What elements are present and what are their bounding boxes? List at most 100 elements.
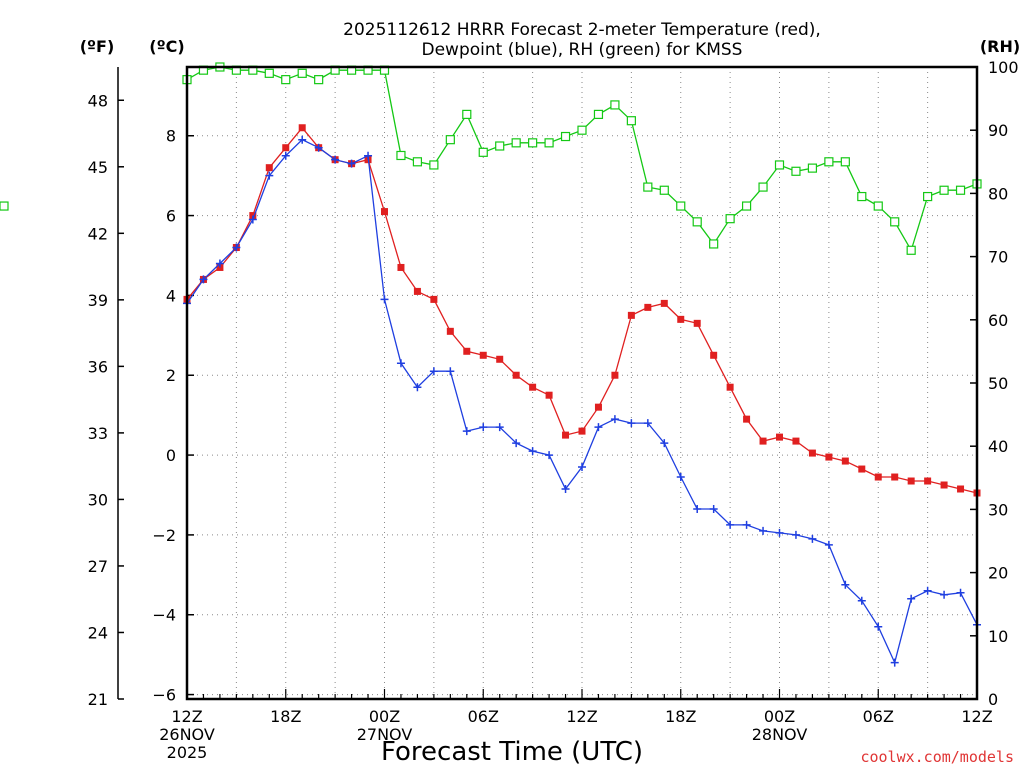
data-point-temperature <box>957 485 965 493</box>
data-point-temperature <box>594 403 602 411</box>
data-point-dewpoint <box>709 504 718 513</box>
data-point-temperature <box>413 287 421 295</box>
data-point-rh <box>560 131 571 142</box>
data-point-dewpoint <box>594 423 603 432</box>
data-point-rh <box>528 138 538 148</box>
data-point-temperature <box>496 355 504 363</box>
title-line-1: 2025112612 HRRR Forecast 2-meter Tempera… <box>343 20 821 40</box>
data-point-dewpoint <box>660 439 669 448</box>
data-point-dewpoint <box>347 159 356 168</box>
data-point-temperature <box>924 477 932 485</box>
data-point-temperature <box>562 431 570 439</box>
data-point-dewpoint <box>232 243 241 252</box>
data-point-dewpoint <box>627 419 636 428</box>
data-point-temperature <box>874 473 882 481</box>
axes: 21242730333639424548−6−4−202468010203040… <box>88 58 1019 762</box>
fahrenheit-tick-label: 48 <box>88 91 108 110</box>
x-tick-label: 18Z <box>270 707 301 726</box>
rh-tick-label: 100 <box>988 58 1019 77</box>
data-point-dewpoint <box>281 151 290 160</box>
data-point-dewpoint <box>561 484 570 493</box>
data-point-rh <box>840 157 850 167</box>
x-tick-label: 06Z <box>863 707 894 726</box>
celsius-unit-label: (ºC) <box>149 37 184 56</box>
celsius-tick-label: 0 <box>166 446 176 465</box>
data-point-temperature <box>726 383 734 391</box>
data-point-rh <box>412 157 423 167</box>
data-point-dewpoint <box>956 588 965 597</box>
data-point-temperature <box>891 473 899 481</box>
fahrenheit-tick-label: 33 <box>88 424 108 443</box>
data-point-rh <box>676 201 686 211</box>
data-point-rh <box>577 125 587 135</box>
data-point-temperature <box>808 449 816 457</box>
data-point-dewpoint <box>446 367 455 376</box>
data-point-temperature <box>265 164 273 172</box>
x-tick-label: 28NOV <box>752 725 808 744</box>
celsius-tick-label: 6 <box>166 207 176 226</box>
data-point-dewpoint <box>314 143 323 152</box>
data-point-rh <box>955 185 966 195</box>
title-line-2: Dewpoint (blue), RH (green) for KMSS <box>422 40 743 60</box>
rh-tick-label: 50 <box>988 374 1008 393</box>
data-point-temperature <box>792 437 800 445</box>
data-point-dewpoint <box>429 367 438 376</box>
series-plus <box>183 135 981 667</box>
data-point-dewpoint <box>923 586 932 595</box>
x-tick-label: 27NOV <box>357 725 413 744</box>
data-point-dewpoint <box>742 520 751 529</box>
rh-tick-label: 70 <box>988 248 1008 267</box>
plot-frame <box>185 65 979 701</box>
data-point-dewpoint <box>545 451 554 460</box>
data-point-temperature <box>907 477 915 485</box>
x-tick-label: 26NOV <box>159 725 215 744</box>
x-tick-label: 12Z <box>566 707 597 726</box>
fahrenheit-tick-label: 27 <box>88 557 108 576</box>
data-point-rh <box>939 185 949 195</box>
series-filled-square <box>183 124 981 497</box>
data-point-temperature <box>759 437 767 445</box>
fahrenheit-tick-label: 45 <box>88 158 108 177</box>
data-point-rh <box>281 75 291 85</box>
celsius-tick-label: 8 <box>166 127 176 146</box>
credit-text: coolwx.com/models <box>860 748 1014 766</box>
data-point-temperature <box>298 124 306 132</box>
data-point-dewpoint <box>907 594 916 603</box>
data-point-dewpoint <box>759 526 768 535</box>
data-point-rh <box>857 191 867 202</box>
fahrenheit-tick-label: 24 <box>88 623 108 642</box>
data-point-dewpoint <box>331 155 340 164</box>
data-point-temperature <box>644 303 652 311</box>
rh-unit-label: (RH) <box>980 37 1020 56</box>
data-point-rh <box>659 185 669 195</box>
data-point-temperature <box>611 371 619 379</box>
data-point-rh <box>478 147 488 157</box>
data-point-rh <box>593 109 604 120</box>
data-point-rh <box>774 160 785 170</box>
data-point-dewpoint <box>676 473 685 482</box>
data-point-temperature <box>940 481 948 489</box>
data-point-dewpoint <box>199 275 208 284</box>
x-tick-label: 2025 <box>167 743 208 762</box>
fahrenheit-tick-label: 42 <box>88 224 108 243</box>
data-point-rh <box>544 138 554 148</box>
data-point-temperature <box>545 391 553 399</box>
data-point-dewpoint <box>462 427 471 436</box>
celsius-tick-label: −2 <box>152 526 176 545</box>
rh-tick-label: 40 <box>988 437 1008 456</box>
data-point-temperature <box>430 295 438 303</box>
data-point-temperature <box>578 427 586 435</box>
data-point-dewpoint <box>265 171 274 180</box>
chart-title: 2025112612 HRRR Forecast 2-meter Tempera… <box>343 20 821 60</box>
data-point-rh <box>610 100 620 110</box>
data-point-rh <box>626 116 636 126</box>
celsius-tick-label: −4 <box>152 606 176 625</box>
fahrenheit-tick-label: 36 <box>88 357 108 376</box>
data-point-rh <box>791 166 801 176</box>
x-tick-label: 18Z <box>665 707 696 726</box>
data-point-temperature <box>397 263 405 271</box>
data-point-temperature <box>381 208 388 216</box>
data-point-dewpoint <box>578 463 586 472</box>
data-point-dewpoint <box>413 383 422 392</box>
